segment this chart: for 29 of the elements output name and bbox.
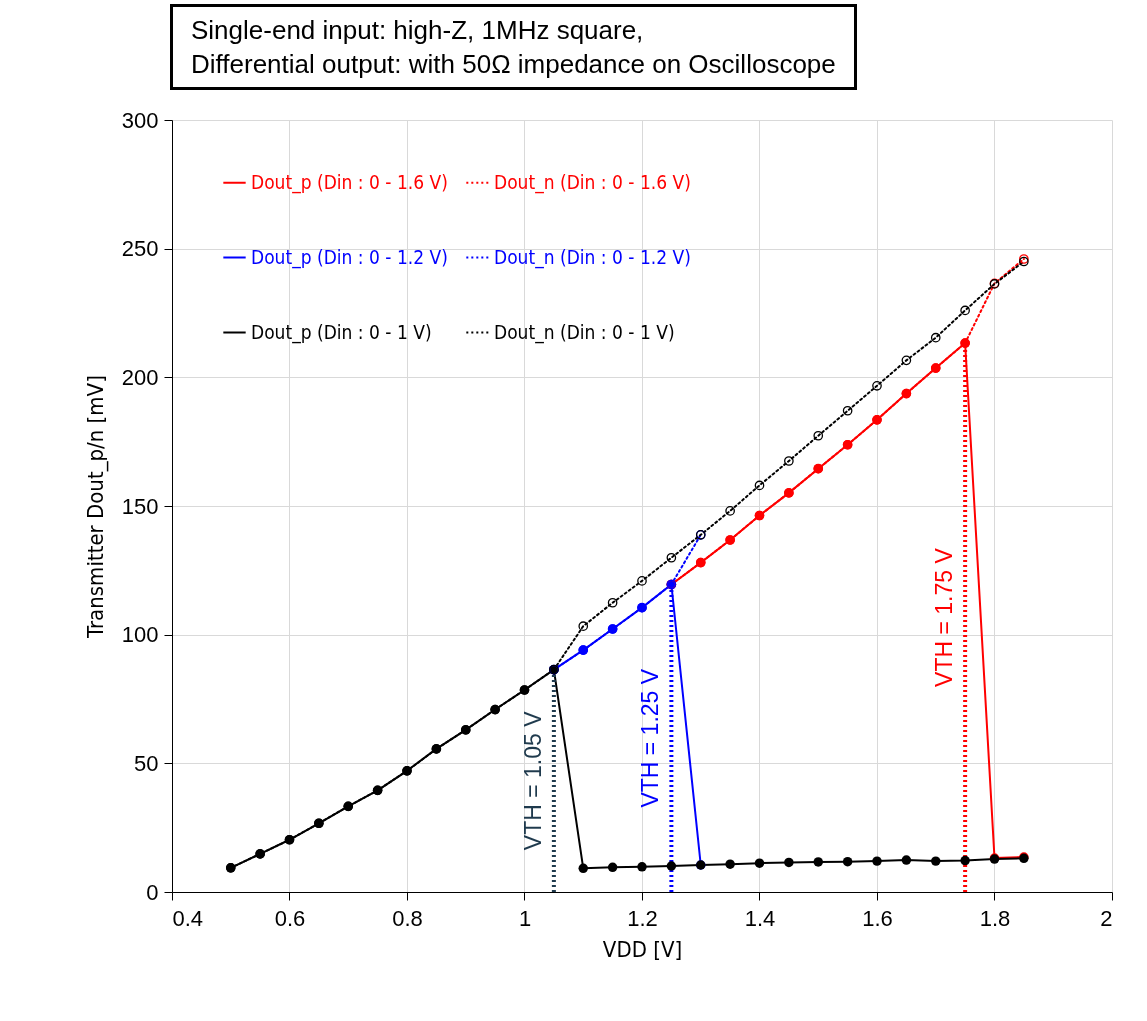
x-tick-label: 0.8	[392, 905, 423, 931]
x-tick-label: 2	[1100, 905, 1113, 931]
y-tick-label: 0	[146, 879, 159, 905]
legend-label: Dout_p (Din : 0 - 1 V)	[251, 320, 432, 344]
legend-label: Dout_p (Din : 0 - 1.2 V)	[251, 245, 448, 269]
x-tick-label: 0.6	[274, 905, 306, 931]
y-tick-label: 150	[121, 493, 159, 519]
y-tick-label: 300	[121, 107, 159, 133]
legend-label: Dout_n (Din : 0 - 1.2 V)	[494, 245, 691, 269]
x-tick-label: 0.4	[172, 905, 204, 931]
y-tick-label: 100	[121, 622, 159, 648]
x-tick-label: 1	[518, 905, 532, 931]
y-axis-title: Transmitter Dout_p/n [mV]	[82, 375, 109, 639]
legend-label: Dout_p (Din : 0 - 1.6 V)	[251, 170, 448, 194]
y-tick-label: 200	[121, 364, 159, 390]
legend-label: Dout_n (Din : 0 - 1 V)	[494, 320, 675, 344]
chart-title: Single-end input: high-Z, 1MHz square,	[191, 14, 645, 47]
ref-line-label: VTH = 1.25 V	[637, 668, 664, 808]
legend-label: Dout_n (Din : 0 - 1.6 V)	[494, 170, 691, 194]
chart-subtitle: Differential output: with 50Ω impedance on Oscilloscope	[191, 48, 836, 81]
ref-line-label: VTH = 1.05 V	[519, 710, 546, 851]
x-tick-label: 1.4	[744, 905, 776, 931]
x-tick-label: 1.6	[862, 905, 893, 931]
x-tick-label: 1.2	[627, 905, 658, 931]
x-axis-title: VDD [V]	[602, 936, 683, 962]
y-tick-label: 50	[134, 750, 159, 776]
x-tick-label: 1.8	[979, 905, 1011, 931]
ref-line-label: VTH = 1.75 V	[931, 547, 958, 687]
y-tick-label: 250	[121, 236, 159, 262]
